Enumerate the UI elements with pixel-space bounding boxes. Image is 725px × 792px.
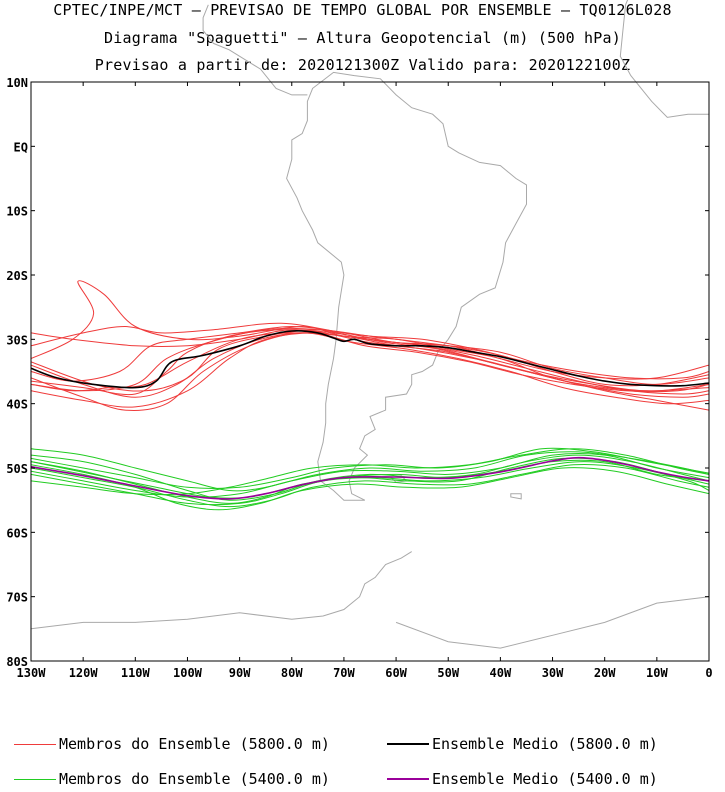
ensemble-member-line-0-0 <box>31 329 709 380</box>
lon-label: 60W <box>385 666 407 680</box>
ensemble-member-line-0-5 <box>31 332 709 408</box>
lat-label: 10S <box>6 205 28 219</box>
lon-label: 90W <box>229 666 251 680</box>
legend-label: Membros do Ensemble (5800.0 m) <box>59 735 330 753</box>
lon-label: 70W <box>333 666 355 680</box>
chart-title-line-3: Previsao a partir de: 2020121300Z Valido… <box>94 56 631 74</box>
series-layer <box>31 280 709 511</box>
lat-label: EQ <box>14 140 28 154</box>
series-0 <box>31 280 709 411</box>
lat-label: 10N <box>6 76 28 90</box>
ensemble-mean-line-3 <box>31 456 709 500</box>
lat-label: 60S <box>6 526 28 540</box>
ensemble-member-line-0-6 <box>31 332 709 411</box>
ensemble-member-line-2-9 <box>31 459 709 499</box>
central-america-outline <box>202 4 308 96</box>
lon-label: 30W <box>542 666 564 680</box>
series-2 <box>31 447 709 511</box>
lat-label: 20S <box>6 269 28 283</box>
legend-swatch <box>387 743 429 745</box>
series-1 <box>31 330 709 389</box>
ensemble-mean-line-1 <box>31 330 709 389</box>
south-georgia-outline <box>510 493 522 500</box>
legend-swatch <box>387 778 429 780</box>
ensemble-member-line-2-7 <box>31 453 709 498</box>
series-3 <box>31 456 709 500</box>
ensemble-member-line-2-5 <box>31 464 709 511</box>
ensemble-member-line-2-3 <box>31 463 709 508</box>
ensemble-member-line-0-1 <box>31 322 709 387</box>
ensemble-member-line-0-3 <box>31 325 709 385</box>
ensemble-member-line-0-9 <box>31 329 709 392</box>
lon-label: 40W <box>490 666 512 680</box>
legend-item-mean-5400: Ensemble Medio (5400.0 m) <box>387 770 658 788</box>
lat-label: 70S <box>6 591 28 605</box>
ensemble-member-line-2-0 <box>31 448 709 492</box>
lon-label: 80W <box>281 666 303 680</box>
lon-label: 130W <box>17 666 47 680</box>
legend-label: Ensemble Medio (5800.0 m) <box>432 735 658 753</box>
south-america-outline <box>286 71 527 501</box>
chart-title-line-2: Diagrama "Spaguetti" – Altura Geopotenci… <box>104 29 621 47</box>
antarctica-weddell-outline <box>395 596 710 649</box>
lat-label: 40S <box>6 398 28 412</box>
antarctic-peninsula-outline <box>30 551 412 630</box>
ensemble-member-line-2-8 <box>31 448 709 496</box>
lat-label: 30S <box>6 333 28 347</box>
lon-label: 110W <box>121 666 151 680</box>
legend-item-mean-5800: Ensemble Medio (5800.0 m) <box>387 735 658 753</box>
ensemble-member-line-0-10 <box>31 329 709 396</box>
africa-outline <box>619 0 709 118</box>
legend-swatch <box>14 743 56 745</box>
lat-label: 50S <box>6 462 28 476</box>
ensemble-member-line-2-6 <box>31 447 709 489</box>
lat-label: 80S <box>6 655 28 669</box>
lon-label: 50W <box>437 666 459 680</box>
ensemble-member-line-2-1 <box>31 454 709 501</box>
land-outlines <box>30 0 710 649</box>
legend-label: Membros do Ensemble (5400.0 m) <box>59 770 330 788</box>
ensemble-member-line-0-8 <box>31 332 709 398</box>
lon-label: 10W <box>646 666 668 680</box>
map-frame <box>30 81 710 662</box>
lon-label: 120W <box>69 666 99 680</box>
legend-item-members-5800: Membros do Ensemble (5800.0 m) <box>14 735 330 753</box>
lon-label: 20W <box>594 666 616 680</box>
legend-swatch <box>14 778 56 780</box>
legend-item-members-5400: Membros do Ensemble (5400.0 m) <box>14 770 330 788</box>
legend-label: Ensemble Medio (5400.0 m) <box>432 770 658 788</box>
lon-label: 0 <box>705 666 712 680</box>
lon-label: 100W <box>173 666 203 680</box>
